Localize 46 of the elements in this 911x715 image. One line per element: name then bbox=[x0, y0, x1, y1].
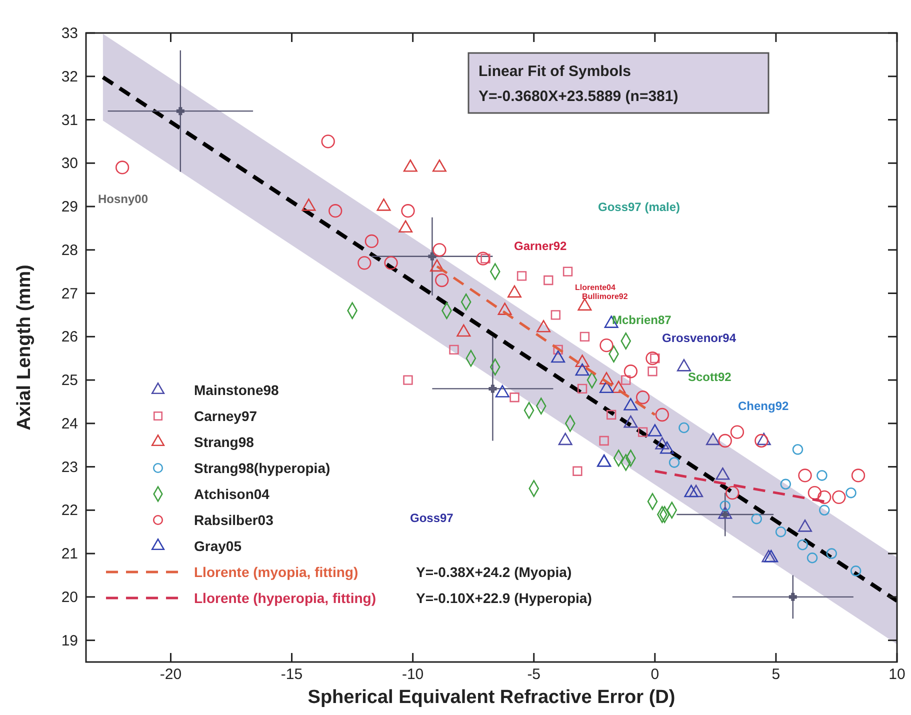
annotation: Llorente04 bbox=[575, 283, 616, 292]
annotation: Cheng92 bbox=[738, 399, 790, 413]
legend-label: Strang98 bbox=[194, 434, 254, 450]
annotation: Bullimore92 bbox=[582, 292, 628, 301]
x-axis-title: Spherical Equivalent Refractive Error (D) bbox=[308, 687, 676, 708]
x-tick-label: 10 bbox=[888, 666, 906, 683]
x-tick-label: -5 bbox=[527, 666, 541, 683]
text: Llorente (hyperopia, fitting) bbox=[194, 590, 376, 606]
legend-label: Gray05 bbox=[194, 538, 242, 554]
x-tick-label: -10 bbox=[402, 666, 424, 683]
y-tick-label: 19 bbox=[61, 632, 78, 650]
legend-label: Rabsilber03 bbox=[194, 512, 274, 528]
y-axis-title: Axial Length (mm) bbox=[14, 264, 35, 430]
y-tick-label: 24 bbox=[61, 415, 78, 432]
y-tick-label: 20 bbox=[61, 588, 78, 606]
legend-label: Atchison04 bbox=[194, 486, 270, 502]
y-tick-label: 30 bbox=[61, 155, 78, 172]
annotation: Grosvenor94 bbox=[662, 331, 736, 345]
y-tick-label: 29 bbox=[61, 198, 78, 216]
x-tick-label: -20 bbox=[160, 666, 182, 683]
x-tick-label: 5 bbox=[772, 666, 780, 683]
legend-label: Mainstone98 bbox=[194, 382, 280, 398]
y-tick-label: 32 bbox=[61, 68, 78, 86]
y-tick-label: 33 bbox=[61, 25, 78, 42]
y-tick-label: 25 bbox=[61, 372, 78, 390]
y-tick-label: 23 bbox=[61, 458, 78, 476]
text: Llorente (myopia, fitting) bbox=[194, 564, 358, 580]
y-tick-label: 22 bbox=[61, 502, 78, 520]
y-tick-label: 28 bbox=[61, 242, 78, 259]
legend-label: Strang98(hyperopia) bbox=[194, 460, 330, 476]
x-tick-label: -15 bbox=[280, 666, 303, 683]
annotation: Y=-0.3680X+23.5889 (n=381) bbox=[478, 88, 678, 105]
legend-label: Carney97 bbox=[194, 408, 258, 424]
annotation: Y=-0.10X+22.9 (Hyperopia) bbox=[416, 590, 592, 606]
y-tick-label: 21 bbox=[61, 546, 78, 563]
annotation: Goss97 bbox=[410, 511, 454, 525]
y-tick-label: 26 bbox=[61, 328, 78, 346]
annotation: Scott92 bbox=[688, 370, 732, 384]
y-tick-label: 27 bbox=[61, 285, 78, 302]
x-tick-label: 0 bbox=[650, 666, 660, 683]
annotation: Hosny00 bbox=[98, 192, 148, 206]
annotation: Goss97 (male) bbox=[598, 200, 680, 214]
annotation: Garner92 bbox=[514, 239, 568, 253]
y-tick-label: 31 bbox=[61, 112, 78, 129]
annotation: Y=-0.38X+24.2 (Myopia) bbox=[416, 564, 572, 580]
annotation: Linear Fit of Symbols bbox=[478, 63, 632, 80]
